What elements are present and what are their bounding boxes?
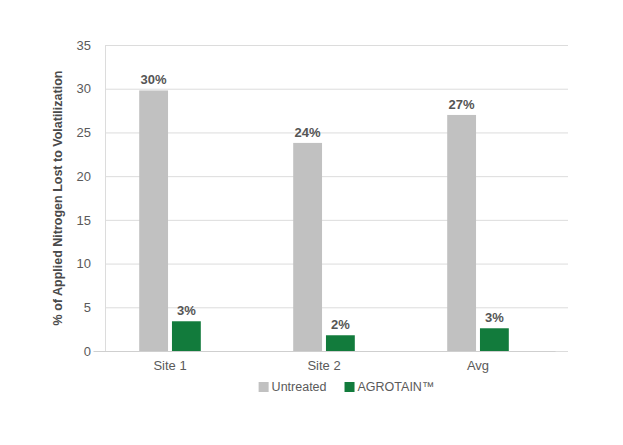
- bar: [447, 115, 476, 351]
- x-tick-label: Avg: [467, 358, 489, 373]
- legend-item: Untreated: [259, 380, 327, 394]
- x-axis-line: [94, 351, 556, 352]
- grid-line: [105, 89, 568, 90]
- data-labels: 30% 24% 27% 3% 2% 3%: [141, 72, 505, 332]
- y-tick: 35: [77, 38, 568, 53]
- x-tick: Site 1: [153, 351, 186, 373]
- bar: [326, 335, 355, 351]
- y-tick-label: 30: [77, 81, 91, 96]
- bar: [480, 328, 509, 351]
- legend-swatch: [259, 382, 269, 392]
- bar: [139, 90, 168, 351]
- bar: [293, 143, 322, 351]
- data-label: 24%: [295, 125, 321, 140]
- bar: [172, 321, 201, 351]
- y-axis-title: % of Applied Nitrogen Lost to Volatiliza…: [51, 71, 65, 326]
- data-label: 30%: [141, 72, 167, 87]
- x-tick: Site 2: [307, 351, 340, 373]
- plot-area: 0 5 10 15 20 25 30 35 Site 1 Site 2 Avg 30% 24% 27% 3%…: [77, 38, 568, 374]
- x-axis: Site 1 Site 2 Avg: [94, 351, 556, 373]
- grid-line: [105, 264, 568, 265]
- y-tick-label: 15: [77, 213, 91, 228]
- data-label: 2%: [331, 317, 350, 332]
- grid-line: [105, 45, 568, 46]
- data-label: 27%: [449, 97, 475, 112]
- y-tick-label: 20: [77, 169, 91, 184]
- y-tick-label: 5: [84, 300, 91, 315]
- chart: 0 5 10 15 20 25 30 35 Site 1 Site 2 Avg 30% 24% 27% 3%…: [0, 0, 623, 445]
- grid-line: [105, 307, 568, 308]
- grid-line: [105, 220, 568, 221]
- x-tick-label: Site 2: [307, 358, 340, 373]
- y-tick-label: 25: [77, 125, 91, 140]
- legend-item: AGROTAIN™: [345, 380, 435, 394]
- y-tick-label: 35: [77, 38, 91, 53]
- y-tick-label: 0: [84, 344, 91, 359]
- y-tick-label: 10: [77, 256, 91, 271]
- y-axis-line: [105, 46, 106, 352]
- grid-line: [105, 176, 568, 177]
- bars: [139, 90, 509, 351]
- y-axis: 0 5 10 15 20 25 30 35: [77, 38, 568, 359]
- data-label: 3%: [177, 303, 196, 318]
- legend-label: Untreated: [272, 380, 327, 394]
- legend-label: AGROTAIN™: [358, 380, 435, 394]
- x-tick-label: Site 1: [153, 358, 186, 373]
- x-tick: Avg: [467, 351, 489, 373]
- legend: Untreated AGROTAIN™: [259, 380, 435, 394]
- legend-swatch: [345, 382, 355, 392]
- grid-line: [105, 132, 568, 133]
- data-label: 3%: [485, 310, 504, 325]
